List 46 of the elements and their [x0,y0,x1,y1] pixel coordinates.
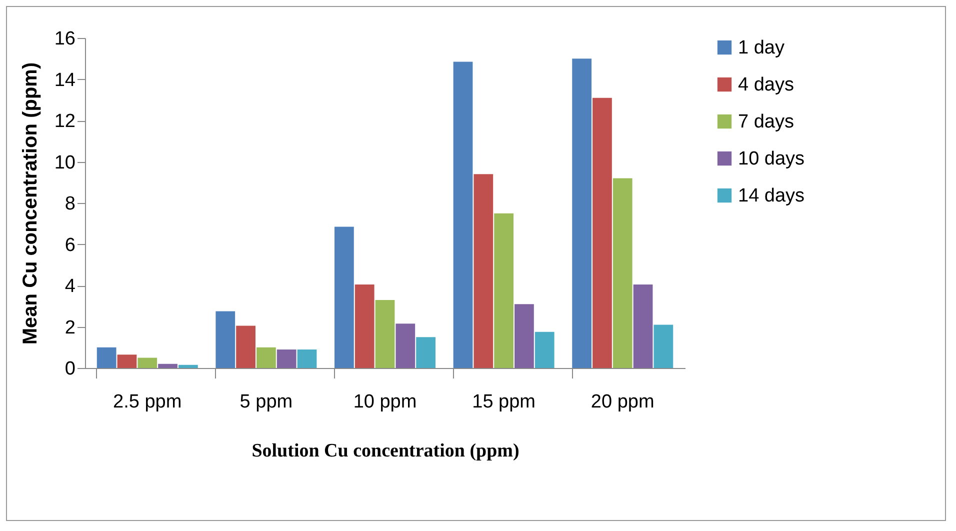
y-tick-label: 4 [64,276,76,297]
bar [178,364,198,368]
y-tick-label: 10 [54,152,76,174]
legend-label: 14 days [738,186,805,206]
bar [534,332,554,368]
bar [592,98,612,368]
bar [354,284,374,368]
y-tick-label: 6 [64,234,76,256]
bar [138,358,158,368]
y-tick-label: 2 [64,317,76,338]
bar [654,324,674,368]
bar [453,62,473,368]
x-tick-label: 15 ppm [472,392,536,412]
bar [416,337,436,368]
legend-label: 10 days [738,148,805,170]
bar [236,326,256,368]
x-tick-label: 5 ppm [240,392,293,412]
x-tick-label: 20 ppm [590,392,654,412]
bar [514,304,534,368]
legend-label: 4 days [738,74,794,96]
bar [256,347,276,368]
y-tick-label: 8 [64,194,76,214]
y-tick-label: 16 [54,28,76,50]
bar [334,226,354,368]
y-tick-label: 14 [54,70,76,91]
legend-label: 1 day [738,38,785,58]
bar [297,349,317,368]
bar [375,300,395,368]
bar [276,349,296,368]
y-tick-label: 12 [54,111,76,132]
legend-label: 7 days [738,112,794,132]
bar [216,311,236,368]
bar [474,174,494,368]
bar [158,364,178,368]
y-axis-title: Mean Cu concentration (ppm) [19,62,42,345]
bar [633,284,653,368]
bar [572,58,592,368]
x-tick-label: 10 ppm [353,392,417,412]
x-axis-title: Solution Cu concentration (ppm) [252,440,520,462]
bar [494,213,514,368]
bar [612,178,632,368]
y-tick-label: 0 [64,358,76,380]
bar [96,347,116,368]
x-tick-label: 2.5 ppm [113,392,182,412]
bar [117,354,137,368]
bar [396,324,416,368]
